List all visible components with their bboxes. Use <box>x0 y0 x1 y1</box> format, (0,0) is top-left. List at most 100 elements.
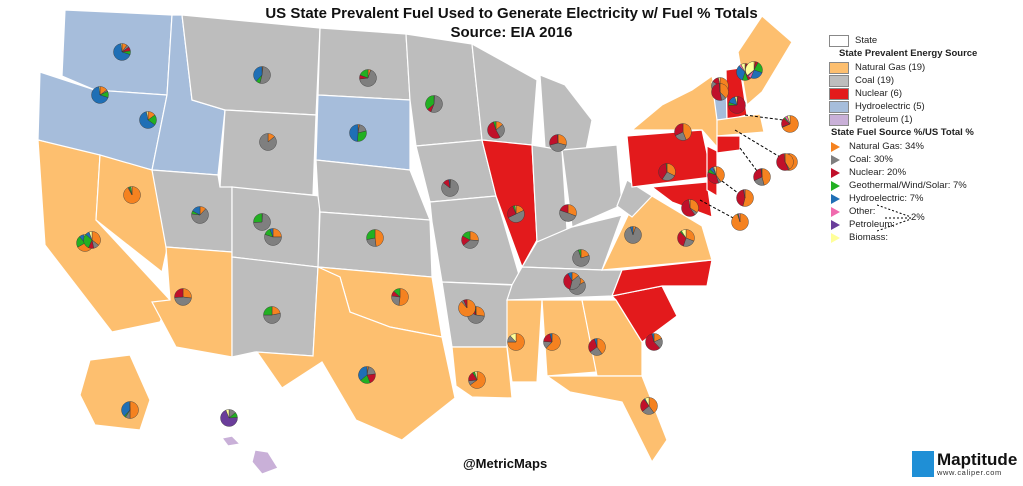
state-north-carolina[interactable] <box>611 259 713 297</box>
fuel-pie-chart[interactable] <box>441 179 459 197</box>
state-hawaii-islands[interactable] <box>220 435 242 447</box>
state-wyoming[interactable] <box>219 109 317 196</box>
legend-swatch <box>829 61 849 74</box>
fuel-pie-chart[interactable] <box>174 288 192 306</box>
fuel-pie-chart[interactable] <box>253 213 271 231</box>
pie-slice-hydro <box>121 401 131 417</box>
pie-slice-gas <box>469 371 486 389</box>
state-maine[interactable] <box>737 15 793 107</box>
pie-slice-wind <box>366 229 376 240</box>
fuel-pie-chart[interactable] <box>549 134 567 152</box>
fuel-pie-chart[interactable] <box>487 121 505 139</box>
triangle-icon <box>831 154 840 165</box>
state-massachusetts[interactable] <box>716 113 765 137</box>
pie-slice-biomass <box>225 409 230 419</box>
fuel-pie-chart[interactable] <box>259 133 277 151</box>
fuel-pie-chart[interactable] <box>753 168 771 186</box>
fuel-pie-chart[interactable] <box>391 288 409 306</box>
fuel-pie-chart[interactable] <box>658 163 676 181</box>
pie-slice-coal <box>559 210 577 222</box>
fuel-pie-chart[interactable] <box>123 186 141 204</box>
fuel-pie-chart[interactable] <box>83 231 101 249</box>
state-louisiana[interactable] <box>451 346 513 399</box>
legend-label: Coal (19) <box>855 75 895 86</box>
fuel-pie-chart[interactable] <box>781 115 799 133</box>
fuel-pie-chart[interactable] <box>458 299 476 317</box>
state-indiana[interactable] <box>531 144 568 243</box>
fuel-pie-chart[interactable] <box>263 306 281 324</box>
fuel-pie-chart[interactable] <box>359 69 377 87</box>
fuel-pie-chart[interactable] <box>191 206 209 224</box>
fuel-pie-chart[interactable] <box>728 96 746 114</box>
legend-fuel-item: Geothermal/Wind/Solar: 7% <box>829 179 1019 192</box>
fuel-pie-chart[interactable] <box>563 272 581 290</box>
fuel-pie-chart[interactable] <box>468 371 486 389</box>
legend-label: Natural Gas (19) <box>855 62 926 73</box>
fuel-pie-chart[interactable] <box>253 66 271 84</box>
legend-fuel-heading: State Fuel Source %/US Total % <box>831 127 974 138</box>
pie-slice-wind <box>425 95 435 110</box>
fuel-pie-chart[interactable] <box>366 229 384 247</box>
pie-slice-gas <box>742 189 754 207</box>
fuel-pie-chart[interactable] <box>677 229 695 247</box>
pie-slice-wind <box>578 249 582 259</box>
pie-slice-coal <box>259 133 277 151</box>
pie-slice-hydro <box>139 111 156 129</box>
pie-slice-other <box>738 213 741 223</box>
state-hawaii[interactable] <box>251 449 279 475</box>
state-alaska[interactable] <box>79 354 151 431</box>
fuel-pie-chart[interactable] <box>91 86 109 104</box>
fuel-pie-chart[interactable] <box>264 228 282 246</box>
pie-slice-coal <box>263 313 281 324</box>
fuel-pie-chart[interactable] <box>543 333 561 351</box>
fuel-pie-chart[interactable] <box>624 226 642 244</box>
legend-label: Petroleum: <box>849 219 895 230</box>
fuel-pie-chart[interactable] <box>113 43 131 61</box>
fuel-pie-chart[interactable] <box>139 111 157 129</box>
fuel-pie-chart[interactable] <box>507 205 525 223</box>
fuel-pie-chart[interactable] <box>640 397 658 415</box>
fuel-pie-chart[interactable] <box>681 199 699 217</box>
state-connecticut[interactable] <box>716 135 741 154</box>
pie-slice-gas <box>596 338 606 355</box>
maptitude-logo[interactable]: Maptitude www.caliper.com <box>912 451 1017 477</box>
fuel-pie-chart[interactable] <box>349 124 367 142</box>
fuel-pie-chart[interactable] <box>776 153 794 171</box>
fuel-pie-chart[interactable] <box>745 61 763 79</box>
fuel-pie-chart[interactable] <box>559 204 577 222</box>
pie-slice-biomass <box>787 115 791 125</box>
state-colorado[interactable] <box>231 186 321 268</box>
pie-slice-hydro <box>651 333 655 343</box>
state-florida[interactable] <box>545 375 668 464</box>
fuel-pie-chart[interactable] <box>572 249 590 267</box>
triangle-icon <box>831 219 840 230</box>
fuel-pie-chart[interactable] <box>711 83 729 101</box>
pie-slice-nuclear <box>736 189 746 207</box>
state-minnesota[interactable] <box>405 33 483 147</box>
state-texas[interactable] <box>255 266 456 441</box>
pie-slice-gas <box>123 186 141 204</box>
fuel-pie-chart[interactable] <box>674 123 692 141</box>
fuel-pie-chart[interactable] <box>121 401 139 419</box>
pie-slice-nuclear <box>681 199 696 217</box>
fuel-pie-chart[interactable] <box>461 231 479 249</box>
state-georgia[interactable] <box>581 299 643 377</box>
state-west-virginia[interactable] <box>616 179 653 218</box>
pie-slice-coal <box>463 239 479 249</box>
fuel-pie-chart[interactable] <box>645 333 663 351</box>
fuel-pie-chart[interactable] <box>588 338 606 356</box>
pie-slice-nuclear <box>776 153 789 171</box>
state-nebraska[interactable] <box>315 159 431 221</box>
fuel-pie-chart[interactable] <box>736 189 754 207</box>
pie-slice-biomass <box>509 333 517 343</box>
fuel-pie-chart[interactable] <box>425 95 443 113</box>
fuel-pie-chart[interactable] <box>220 409 238 427</box>
legend-label: Hydroelectric (5) <box>855 101 925 112</box>
fuel-pie-chart[interactable] <box>358 366 376 384</box>
fuel-pie-chart[interactable] <box>707 166 725 184</box>
pie-slice-coal <box>549 142 567 152</box>
fuel-pie-chart[interactable] <box>507 333 525 351</box>
pie-slice-gas <box>781 115 799 133</box>
fuel-pie-chart[interactable] <box>731 213 749 231</box>
